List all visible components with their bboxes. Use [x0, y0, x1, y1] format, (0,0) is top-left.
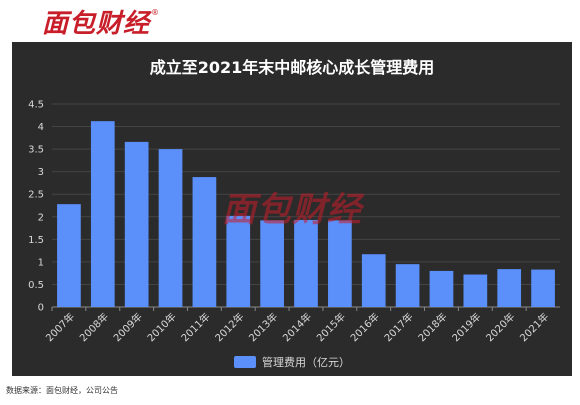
brand-logo-text: 面包财经 — [42, 8, 151, 39]
bar-2013年[interactable] — [260, 220, 284, 307]
x-tick-label: 2021年 — [517, 310, 551, 344]
y-tick-label: 0 — [38, 303, 44, 314]
bar-2016年[interactable] — [361, 254, 386, 307]
x-tick-label: 2013年 — [246, 310, 280, 344]
bar-2019年[interactable] — [463, 274, 488, 307]
bar-2014年[interactable] — [294, 219, 318, 307]
bar-2020年[interactable] — [497, 269, 522, 307]
bar-2021年[interactable] — [531, 269, 555, 307]
source-note: 数据来源：面包财经，公司公告 — [6, 386, 118, 395]
x-tick-label: 2015年 — [314, 310, 348, 344]
legend-swatch — [234, 356, 256, 368]
brand-logo: 面包财经 ® — [42, 4, 160, 39]
x-tick-label: 2007年 — [43, 310, 77, 344]
y-tick-label: 4.5 — [28, 100, 44, 111]
bar-chart: 0 0.5 1 1.5 2 2.5 3 3.5 4 4.5 2007年 2008年 2009年 2010年… — [28, 100, 560, 344]
x-tick-label: 2010年 — [144, 310, 178, 344]
bar-2017年[interactable] — [395, 264, 420, 307]
y-tick-label: 2 — [38, 212, 44, 223]
x-tick-label: 2017年 — [381, 310, 415, 344]
y-tick-label: 0.5 — [28, 280, 44, 291]
bar-2018年[interactable] — [429, 270, 454, 307]
x-tick-label: 2009年 — [111, 310, 145, 344]
x-tick-label: 2016年 — [348, 310, 382, 344]
y-tick-label: 1.5 — [28, 235, 44, 246]
y-tick-label: 4 — [38, 122, 44, 133]
bar-2010年[interactable] — [158, 149, 183, 307]
chart-panel: 成立至2021年末中邮核心成长管理费用 0 0.5 1 1.5 2 2.5 3 3.5 4 4.5… — [12, 42, 572, 376]
y-tick-label: 3 — [38, 167, 44, 178]
bar-2015年[interactable] — [328, 220, 352, 307]
y-tick-label: 3.5 — [28, 145, 44, 156]
x-tick-label: 2020年 — [483, 310, 517, 344]
x-tick-label: 2008年 — [77, 310, 111, 344]
x-tick-label: 2011年 — [178, 310, 212, 344]
legend-label: 管理费用（亿元） — [262, 356, 350, 369]
chart-legend[interactable]: 管理费用（亿元） — [12, 354, 572, 370]
bar-2008年[interactable] — [90, 121, 115, 308]
bar-2007年[interactable] — [57, 204, 81, 307]
x-tick-label: 2018年 — [415, 310, 449, 344]
bar-2011年[interactable] — [192, 177, 217, 307]
watermark: 面包财经 — [222, 190, 362, 230]
x-tick-label: 2014年 — [280, 310, 314, 344]
registered-mark: ® — [151, 8, 160, 17]
y-tick-label: 2.5 — [28, 190, 44, 201]
bar-2009年[interactable] — [124, 141, 149, 307]
chart-title: 成立至2021年末中邮核心成长管理费用 — [149, 58, 435, 77]
y-tick-label: 1 — [38, 257, 44, 268]
bar-2012年[interactable] — [226, 215, 251, 307]
x-tick-label: 2019年 — [449, 310, 483, 344]
x-tick-label: 2012年 — [212, 310, 246, 344]
